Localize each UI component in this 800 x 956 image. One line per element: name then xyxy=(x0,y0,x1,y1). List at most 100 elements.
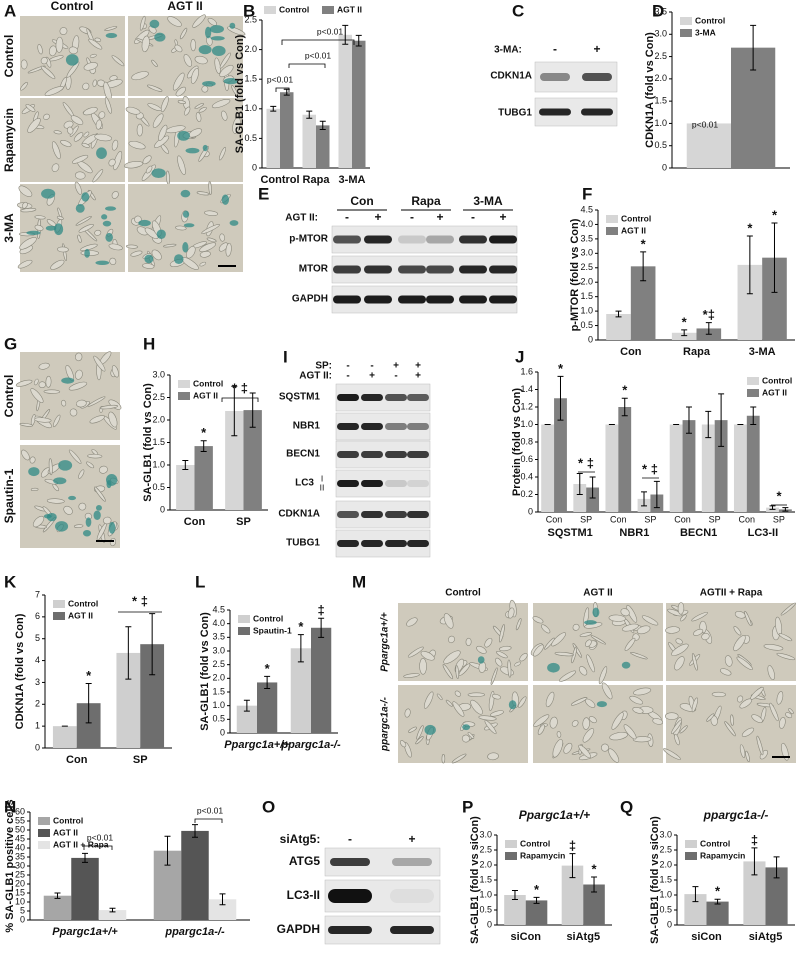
error-bar xyxy=(109,907,116,913)
cell xyxy=(167,16,182,27)
cell xyxy=(519,653,528,662)
y-tick-label: 3.0 xyxy=(659,829,672,839)
y-axis-label: SA-GLB1 (fold vs siCon) xyxy=(649,816,661,944)
cell xyxy=(86,461,95,469)
legend-label: Control xyxy=(762,375,792,385)
row-label: Control xyxy=(2,35,16,78)
cell xyxy=(776,691,784,705)
cell xyxy=(207,17,218,26)
significance-mark: ‡ xyxy=(569,838,576,853)
legend-swatch xyxy=(680,29,692,37)
y-tick-label: 0.5 xyxy=(580,320,593,330)
blot-row-label: NBR1 xyxy=(293,421,321,432)
y-tick-label: 1.0 xyxy=(152,459,165,469)
x-tick-label: SP xyxy=(580,514,592,524)
stained-cell xyxy=(547,662,560,673)
x-tick-label: siAtg5 xyxy=(566,931,600,943)
cell xyxy=(29,456,36,464)
cell xyxy=(227,26,246,36)
cell xyxy=(192,14,206,28)
blot-band xyxy=(392,858,432,866)
panel-letter: F xyxy=(582,184,592,203)
bar xyxy=(176,465,195,510)
column-label: AGT II xyxy=(167,0,202,13)
bar xyxy=(116,652,141,748)
blot-band xyxy=(489,265,517,274)
blot-band xyxy=(459,235,487,244)
cell xyxy=(125,244,139,249)
blot-row-label: SQSTM1 xyxy=(279,392,321,403)
cell xyxy=(219,64,234,78)
cell xyxy=(785,712,793,719)
bar xyxy=(606,314,631,340)
x-tick-label: 3-MA xyxy=(339,174,366,186)
cell xyxy=(214,57,221,74)
error-bar xyxy=(243,699,250,712)
stained-cell xyxy=(43,514,52,519)
annotation: p<0.01 xyxy=(305,50,332,60)
row-label: Spautin-1 xyxy=(2,468,16,523)
y-tick-label: 2.0 xyxy=(152,414,165,424)
error-bar xyxy=(557,375,564,421)
panel-letter: Q xyxy=(620,797,633,816)
stained-cell xyxy=(177,130,190,141)
y-tick-label: 1.0 xyxy=(580,305,593,315)
y-tick-label: 2.5 xyxy=(152,392,165,402)
cell xyxy=(584,639,592,647)
blot-group: 3-MA xyxy=(473,194,503,208)
blot-band xyxy=(385,511,407,518)
stained-cell xyxy=(41,188,56,199)
cell xyxy=(739,744,746,758)
y-tick-label: 1.0 xyxy=(654,118,667,128)
blot-band xyxy=(333,265,361,274)
legend-swatch xyxy=(178,380,190,388)
stained-cell xyxy=(221,194,230,205)
lane-sign: - xyxy=(553,42,557,56)
cell xyxy=(128,140,146,150)
y-tick-label: 30 xyxy=(15,860,25,870)
annotation: * ‡ xyxy=(578,455,594,470)
legend-label: AGT II + Rapa xyxy=(53,839,109,849)
cell xyxy=(111,55,125,67)
column-label: AGTII + Rapa xyxy=(700,588,763,599)
blot-row-label: CDKN1A xyxy=(490,71,532,82)
blot-band xyxy=(390,926,434,934)
stained-cell xyxy=(55,521,69,532)
cell xyxy=(579,632,592,637)
group-label: SQSTM1 xyxy=(548,527,593,539)
cell xyxy=(552,739,564,758)
legend-swatch xyxy=(238,627,250,635)
cell xyxy=(423,691,434,709)
blot-band xyxy=(337,423,359,430)
cell xyxy=(611,712,624,730)
bar xyxy=(225,411,244,510)
blot-band xyxy=(361,540,383,547)
cell xyxy=(57,246,69,253)
x-tick-label: SP xyxy=(709,514,721,524)
group-label: LC3-II xyxy=(748,527,779,539)
error-bar xyxy=(751,847,758,876)
cell xyxy=(75,352,83,362)
legend-label: 3-MA xyxy=(695,27,716,37)
cell xyxy=(724,655,733,667)
cell xyxy=(125,106,141,115)
blot-band xyxy=(330,858,370,866)
significance-mark: * xyxy=(298,619,304,634)
cell xyxy=(108,411,118,428)
legend-label: Rapamycin xyxy=(700,850,745,860)
stained-cell xyxy=(424,724,436,735)
panel-letter: B xyxy=(243,1,255,20)
blot-band xyxy=(328,926,372,934)
stained-cell xyxy=(151,168,166,179)
blot-row-label: LC3-II xyxy=(287,888,320,902)
legend-label: Control xyxy=(621,213,651,223)
stained-cell xyxy=(205,26,212,39)
legend-label: Control xyxy=(68,598,98,608)
annotation: p<0.01 xyxy=(197,805,224,815)
lane-sign: + xyxy=(436,210,443,224)
cell xyxy=(544,637,555,650)
blot-header: 3-MA: xyxy=(494,45,522,56)
y-tick-label: 3.5 xyxy=(654,6,667,16)
y-tick-label: 0 xyxy=(662,162,667,172)
cell xyxy=(34,417,52,423)
